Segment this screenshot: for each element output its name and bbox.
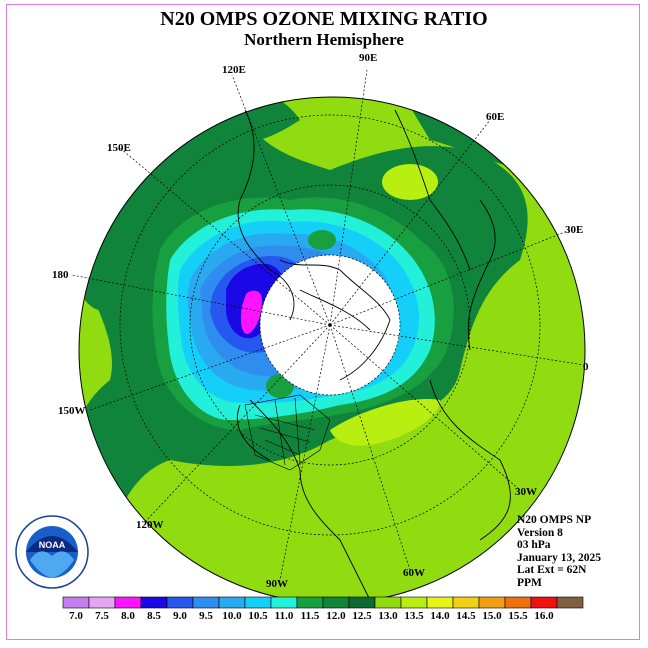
info-units: PPM — [517, 576, 542, 589]
lon-label-0: 0 — [583, 361, 589, 373]
us-boundaries — [244, 394, 331, 471]
colorbar-tick-label: 12.5 — [352, 610, 372, 622]
lon-label-60e: 60E — [486, 111, 504, 123]
lon-label-60w: 60W — [403, 567, 425, 579]
colorbar-swatch — [400, 596, 428, 609]
colorbar-swatch — [166, 596, 194, 609]
colorbar-swatch — [88, 596, 116, 609]
colorbar-swatch — [270, 596, 298, 609]
colorbar-swatch — [114, 596, 142, 609]
colorbar-tick-label: 14.0 — [430, 610, 450, 622]
colorbar-swatch — [556, 596, 584, 609]
colorbar-swatch — [504, 596, 532, 609]
colorbar-tick-label: 14.5 — [456, 610, 476, 622]
info-block: N20 OMPS NP Version 8 03 hPa January 13,… — [517, 514, 601, 590]
lon-label-90w: 90W — [266, 578, 288, 590]
colorbar-tick-label: 9.5 — [199, 610, 213, 622]
colorbar-swatch — [244, 596, 272, 609]
info-version: Version 8 — [517, 526, 563, 539]
colorbar-tick-label: 10.0 — [222, 610, 242, 622]
colorbar-tick-label: 8.0 — [121, 610, 135, 622]
lon-label-150w: 150W — [58, 405, 86, 417]
longitude-labels: 90E 60E 30E 0 30W 60W 90W 120W 150W 180 … — [52, 52, 589, 590]
info-lat-ext: Lat Ext = 62N — [517, 564, 587, 577]
colorbar-swatch — [348, 596, 376, 609]
lon-label-120e: 120E — [222, 64, 246, 76]
colorbar-swatch — [62, 596, 90, 609]
lon-label-180: 180 — [52, 269, 69, 281]
info-date: January 13, 2025 — [517, 551, 602, 564]
contour-12-5-ne — [382, 164, 438, 200]
colorbar-tick-label: 11.0 — [275, 610, 294, 622]
lon-label-90e: 90E — [359, 52, 377, 64]
noaa-logo: NOAA — [15, 515, 89, 589]
colorbar-swatch — [322, 596, 350, 609]
colorbar-swatch — [296, 596, 324, 609]
colorbar-tick-label: 10.5 — [248, 610, 268, 622]
colorbar-tick-label: 15.5 — [508, 610, 528, 622]
colorbar-swatch — [478, 596, 506, 609]
figure-frame — [6, 4, 640, 640]
colorbar-tick-label: 15.0 — [482, 610, 502, 622]
colorbar-tick-label: 7.5 — [95, 610, 109, 622]
colorbar-swatch — [374, 596, 402, 609]
colorbar-swatch — [530, 596, 558, 609]
contour-8-0 — [240, 290, 262, 334]
colorbar-swatch — [192, 596, 220, 609]
colorbar-tick-label: 8.5 — [147, 610, 161, 622]
colorbar-swatch — [426, 596, 454, 609]
colorbar-swatch — [140, 596, 168, 609]
lon-label-30e: 30E — [565, 224, 583, 236]
logo-text: NOAA — [39, 540, 66, 550]
colorbar-tick-label: 16.0 — [534, 610, 554, 622]
lon-label-30w: 30W — [515, 486, 537, 498]
colorbar-tick-label: 7.0 — [69, 610, 83, 622]
colorbar-tick-label: 13.0 — [378, 610, 398, 622]
lon-label-120w: 120W — [136, 519, 164, 531]
colorbar-tick-label: 12.0 — [326, 610, 346, 622]
colorbar-tick-label: 9.0 — [173, 610, 187, 622]
map-title: N20 OMPS OZONE MIXING RATIO — [160, 8, 488, 30]
colorbar-swatch — [452, 596, 480, 609]
graticule — [71, 69, 585, 581]
lon-label-150e: 150E — [107, 142, 131, 154]
map-subtitle: Northern Hemisphere — [244, 30, 404, 49]
colorbar-swatch — [218, 596, 246, 609]
contour-11-0-west — [308, 230, 336, 250]
contour-12-5-se — [330, 399, 440, 446]
info-level: 03 hPa — [517, 539, 551, 552]
info-product: N20 OMPS NP — [517, 514, 592, 526]
coastlines — [236, 109, 511, 601]
colorbar-tick-label: 13.5 — [404, 610, 424, 622]
colorbar: 7.0 7.5 8.0 8.5 9.0 9.5 10.0 10.5 11.0 11.5 12.0 12… — [62, 596, 584, 622]
colorbar-tick-label: 11.5 — [301, 610, 320, 622]
